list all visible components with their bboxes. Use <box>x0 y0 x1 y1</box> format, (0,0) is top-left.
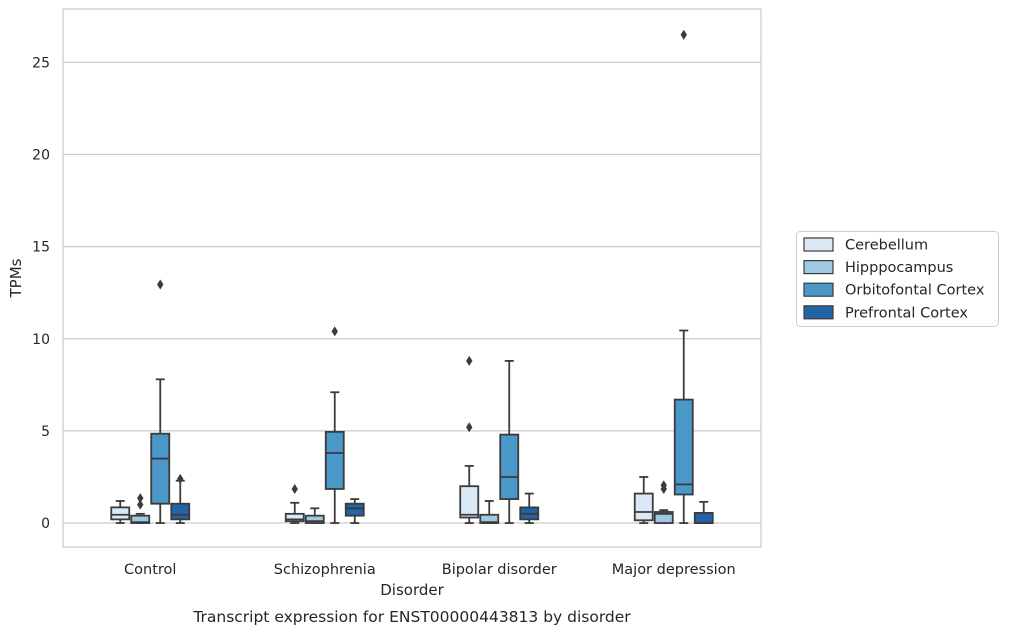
box-iqr <box>499 433 520 500</box>
x-tick-label: Control <box>124 562 176 578</box>
box-plot-marks <box>110 29 714 524</box>
chart-title: Transcript expression for ENST0000044381… <box>192 608 631 626</box>
box-hipppocampus <box>130 493 151 524</box>
outlier-point <box>331 326 338 337</box>
y-tick-label: 25 <box>32 55 50 71</box>
box-iqr <box>130 514 151 524</box>
box-iqr <box>150 432 171 505</box>
box-iqr <box>284 512 305 523</box>
outlier-point <box>157 279 164 290</box>
box-cerebellum <box>633 476 654 524</box>
y-tick-label: 5 <box>41 424 50 440</box>
box-prefrontal-cortex <box>170 473 191 524</box>
box-hipppocampus <box>304 507 325 524</box>
legend-swatch <box>803 237 834 252</box>
box-cerebellum <box>459 355 480 524</box>
outlier-point <box>466 422 473 433</box>
outlier-point <box>291 483 298 494</box>
legend: Cerebellum Hipppocampus Orbitofontal Corte… <box>796 231 999 327</box>
x-axis-ticks: Control Schizophrenia Bipolar disorder Majo… <box>124 562 736 578</box>
x-tick-label: Schizophrenia <box>274 562 376 578</box>
outlier-point <box>137 499 144 510</box>
legend-label: Hipppocampus <box>845 260 953 276</box>
box-hipppocampus <box>653 480 674 524</box>
x-tick-label: Major depression <box>612 562 736 578</box>
box-iqr <box>324 430 345 490</box>
box-orbitofontal-cortex <box>499 360 520 524</box>
box-cerebellum <box>110 500 131 524</box>
box-iqr <box>459 485 480 519</box>
box-iqr <box>479 513 500 524</box>
box-prefrontal-cortex <box>519 492 540 524</box>
legend-swatch <box>803 260 834 275</box>
box-orbitofontal-cortex <box>324 326 345 524</box>
x-axis-label: Disorder <box>380 581 444 599</box>
box-iqr <box>653 511 674 524</box>
outlier-point <box>177 473 184 484</box>
y-tick-label: 10 <box>32 332 50 348</box>
outlier-point <box>660 480 667 491</box>
box-iqr <box>110 506 131 521</box>
legend-label: Orbitofontal Cortex <box>845 283 985 299</box>
box-cerebellum <box>284 483 305 524</box>
box-iqr <box>344 502 365 517</box>
box-iqr <box>633 492 654 522</box>
y-tick-label: 0 <box>41 516 50 532</box>
box-hipppocampus <box>479 500 500 524</box>
plot-area-frame <box>62 8 762 548</box>
box-orbitofontal-cortex <box>150 279 171 524</box>
x-tick-label: Bipolar disorder <box>442 562 557 578</box>
legend-label: Cerebellum <box>845 238 928 254</box>
y-tick-label: 20 <box>32 148 50 164</box>
y-tick-label: 15 <box>32 240 50 256</box>
box-iqr <box>170 502 191 521</box>
outlier-point <box>466 355 473 366</box>
outlier-point <box>680 29 687 40</box>
box-prefrontal-cortex <box>693 500 714 524</box>
box-iqr <box>673 398 694 496</box>
legend-label: Prefrontal Cortex <box>845 305 968 321</box>
legend-frame <box>796 231 999 327</box>
box-prefrontal-cortex <box>344 498 365 524</box>
y-axis-ticks: 0 5 10 15 20 25 <box>32 55 50 532</box>
outlier-point <box>137 493 144 504</box>
box-iqr <box>693 512 714 524</box>
box-iqr <box>304 514 325 524</box>
legend-swatch <box>803 282 834 297</box>
box-orbitofontal-cortex <box>673 29 694 524</box>
legend-swatch <box>803 305 834 320</box>
y-axis-label: TPMs <box>7 258 25 298</box>
